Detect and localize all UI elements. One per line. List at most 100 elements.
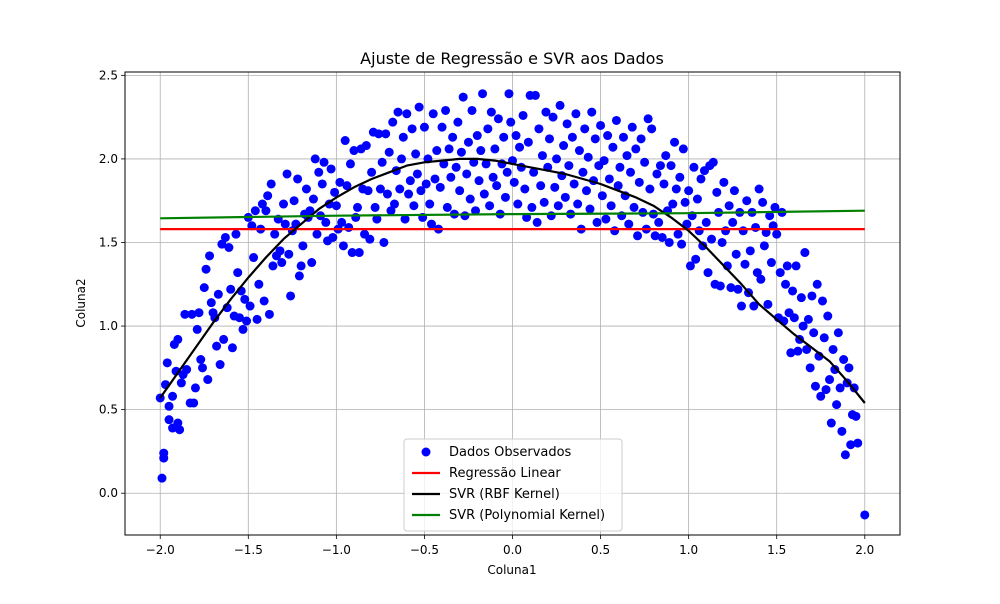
scatter-point: [219, 334, 229, 344]
scatter-point: [562, 119, 572, 129]
scatter-point: [467, 105, 477, 115]
scatter-point: [682, 219, 692, 229]
scatter-point: [851, 411, 861, 421]
scatter-point: [504, 89, 514, 99]
scatter-point: [839, 354, 849, 364]
scatter-point: [580, 124, 590, 134]
scatter-point: [289, 196, 299, 206]
scatter-point: [657, 232, 667, 242]
scatter-point: [192, 324, 202, 334]
scatter-point: [279, 199, 289, 209]
scatter-point: [296, 261, 306, 271]
scatter-point: [583, 152, 593, 162]
scatter-point: [314, 167, 324, 177]
scatter-point: [640, 157, 650, 167]
scatter-point: [198, 363, 207, 373]
legend-label: SVR (Polynomial Kernel): [449, 508, 605, 523]
scatter-point: [298, 241, 308, 251]
scatter-point: [425, 199, 435, 209]
scatter-point: [823, 311, 833, 321]
scatter-point: [301, 184, 311, 194]
scatter-point: [509, 177, 519, 187]
series-line: [160, 209, 865, 220]
scatter-point: [604, 174, 614, 184]
scatter-point: [729, 186, 739, 196]
scatter-point: [402, 109, 412, 119]
scatter-point: [453, 117, 463, 127]
scatter-point: [175, 425, 185, 435]
scatter-point: [585, 204, 595, 214]
scatter-point: [321, 217, 331, 227]
scatter-point: [803, 314, 813, 324]
scatter-point: [444, 144, 454, 154]
scatter-point: [513, 199, 523, 209]
scatter-point: [190, 383, 200, 393]
scatter-point: [398, 132, 408, 142]
scatter-point: [684, 186, 694, 196]
scatter-point: [610, 226, 620, 236]
scatter-point: [405, 176, 415, 186]
scatter-point: [305, 206, 315, 216]
scatter-point: [363, 186, 373, 196]
scatter-point: [724, 201, 734, 211]
scatter-point: [479, 189, 489, 199]
x-axis-label: Coluna1: [487, 563, 536, 577]
scatter-point: [534, 124, 544, 134]
scatter-point: [213, 289, 223, 299]
scatter-point: [351, 212, 361, 222]
scatter-point: [194, 308, 204, 318]
scatter-point: [571, 109, 581, 119]
scatter-point: [335, 177, 345, 187]
x-tick-label: 1.0: [679, 543, 698, 557]
scatter-point: [821, 385, 831, 395]
legend-label: SVR (RBF Kernel): [449, 487, 560, 502]
scatter-point: [830, 365, 840, 375]
legend: Dados Observados Regressão Linear SVR (RBF…: [403, 438, 623, 532]
scatter-point: [307, 258, 317, 268]
scatter-point: [485, 201, 495, 211]
scatter-point: [853, 438, 863, 448]
scatter-point: [199, 283, 209, 293]
scatter-point: [550, 182, 560, 192]
scatter-point: [731, 249, 741, 259]
scatter-point: [590, 134, 600, 144]
scatter-point: [567, 132, 577, 142]
scatter-point: [715, 281, 725, 291]
scatter-point: [337, 217, 347, 227]
scatter-point: [238, 324, 248, 334]
scatter-point: [411, 149, 421, 159]
scatter-point: [456, 147, 466, 157]
scatter-point: [618, 132, 628, 142]
scatter-point: [201, 264, 211, 274]
scatter-point: [770, 202, 780, 212]
scatter-point: [756, 274, 766, 284]
scatter-point: [266, 179, 276, 189]
scatter-point: [754, 184, 764, 194]
scatter-point: [448, 132, 458, 142]
scatter-point: [537, 151, 547, 161]
scatter-point: [796, 293, 806, 303]
scatter-point: [282, 169, 292, 179]
legend-marker: [421, 447, 431, 457]
scatter-point: [626, 167, 636, 177]
scatter-point: [233, 268, 243, 278]
scatter-point: [249, 253, 259, 263]
scatter-point: [782, 261, 792, 271]
scatter-point: [365, 234, 375, 244]
scatter-point: [652, 169, 662, 179]
scatter-point: [326, 164, 336, 174]
scatter-point: [603, 131, 613, 141]
scatter-point: [761, 227, 771, 237]
scatter-point: [860, 510, 870, 520]
scatter-point: [284, 249, 294, 259]
scatter-point: [529, 167, 539, 177]
scatter-point: [832, 400, 842, 410]
scatter-point: [539, 197, 549, 207]
scatter-point: [404, 189, 414, 199]
scatter-point: [708, 157, 718, 167]
scatter-point: [740, 259, 750, 269]
scatter-point: [717, 237, 727, 247]
scatter-point: [810, 381, 820, 391]
scatter-point: [502, 167, 512, 177]
scatter-point: [678, 144, 688, 154]
